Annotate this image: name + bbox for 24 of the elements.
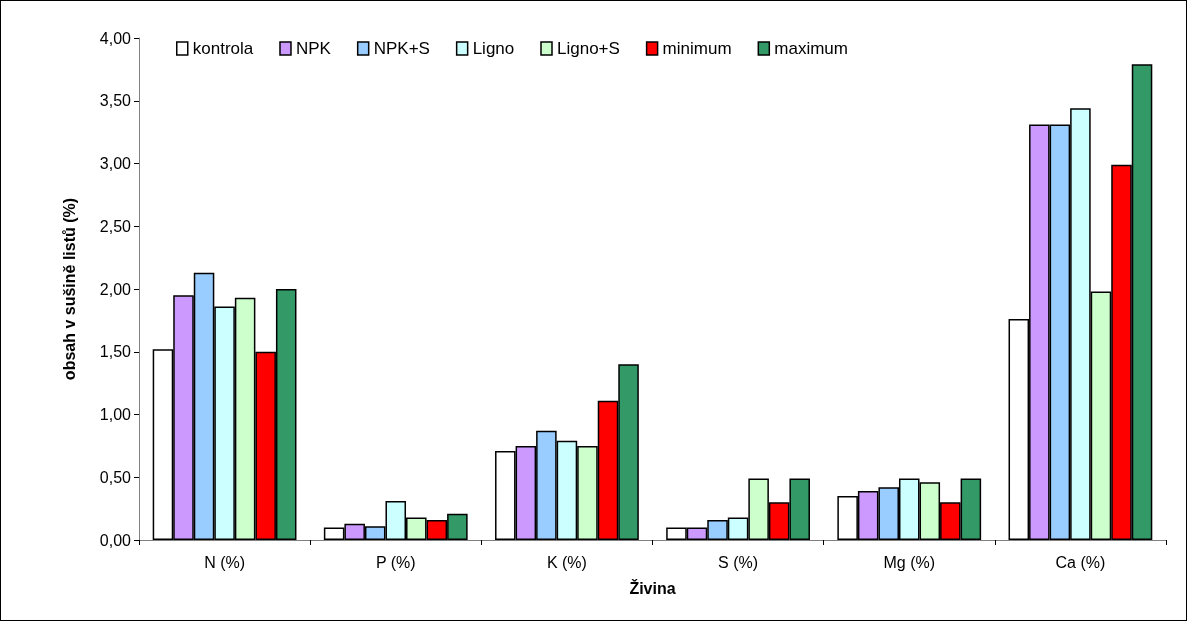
y-axis-title: obsah v sušině listů (%) <box>60 197 78 381</box>
x-tick-label: S (%) <box>718 553 759 571</box>
y-tick-label: 2,00 <box>99 280 132 298</box>
y-tick-label: 3,50 <box>99 92 132 110</box>
legend-label: Ligno <box>472 39 515 58</box>
y-tick-label: 4,00 <box>99 29 132 47</box>
x-tick-label: K (%) <box>546 553 587 571</box>
x-tick-label: P (%) <box>375 553 416 571</box>
x-tick-label: Ca (%) <box>1055 553 1106 571</box>
legend-label: NPK <box>295 39 332 58</box>
y-tick-label: 3,00 <box>99 155 132 172</box>
legend-label: Ligno+S <box>557 39 620 58</box>
y-tick-label: 1,50 <box>99 343 132 361</box>
legend-label: NPK+S <box>373 39 430 58</box>
legend-label: maximum <box>774 39 848 58</box>
y-tick-label: 0,00 <box>99 531 132 549</box>
x-tick-label: Mg (%) <box>883 553 936 571</box>
legend-label: minimum <box>662 39 732 58</box>
x-axis-title: Živina <box>629 578 676 597</box>
legend-label: kontrola <box>192 39 254 58</box>
y-tick-label: 2,50 <box>99 217 132 235</box>
y-tick-label: 1,00 <box>99 406 132 423</box>
y-tick-label: 0,50 <box>99 468 132 486</box>
x-tick-label: N (%) <box>204 553 246 571</box>
